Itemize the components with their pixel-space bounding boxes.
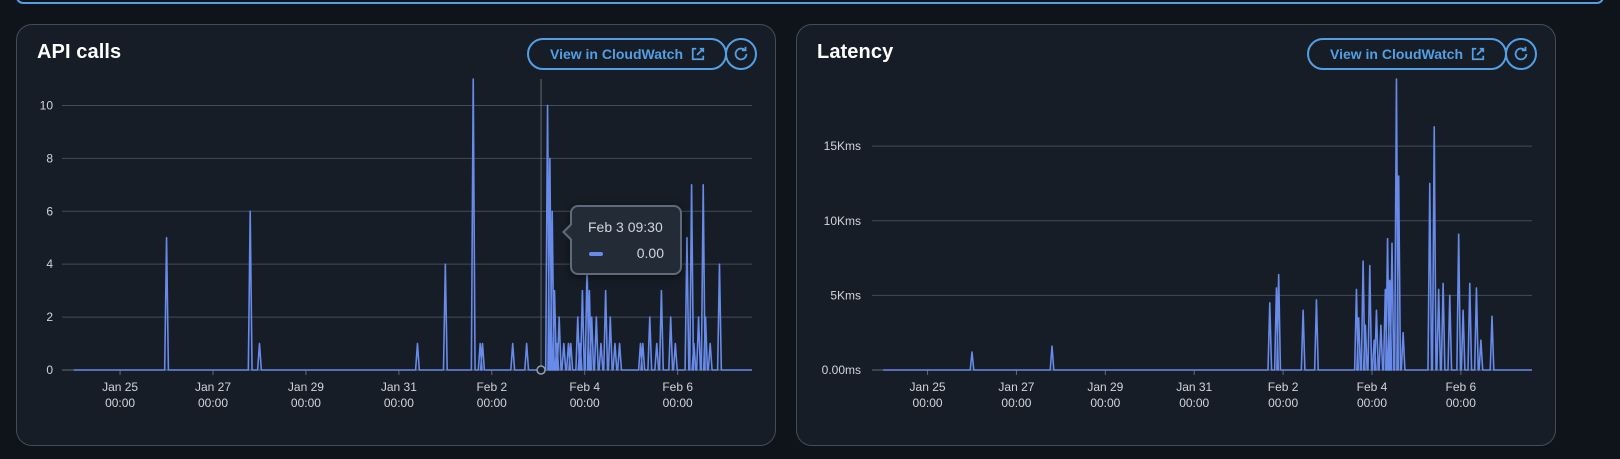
latency-chart: 0.00ms 5Kms 10Kms 15Kms Jan 25 00:00 Jan 27 00:… xyxy=(822,78,1532,410)
panel-title: API calls xyxy=(37,41,122,63)
x-tick-time-label: 00:00 xyxy=(291,396,321,410)
external-link-icon xyxy=(1471,47,1485,61)
x-tick-time-label: 00:00 xyxy=(198,396,228,410)
y-tick-label: 2 xyxy=(46,310,53,324)
refresh-button[interactable] xyxy=(725,38,757,70)
tooltip-timestamp: Feb 3 09:30 xyxy=(588,219,663,235)
x-tick-time-label: 00:00 xyxy=(477,396,507,410)
view-in-cloudwatch-button[interactable]: View in CloudWatch xyxy=(1307,38,1508,70)
x-tick-time-label: 00:00 xyxy=(1090,396,1120,410)
button-label: View in CloudWatch xyxy=(1330,46,1464,62)
x-tick-label: Jan 31 xyxy=(381,380,417,394)
previous-panel-border xyxy=(16,0,1604,4)
tooltip-value: 0.00 xyxy=(636,245,664,261)
y-tick-label: 0 xyxy=(46,363,53,377)
y-tick-label: 10Kms xyxy=(824,214,861,228)
x-tick-time-label: 00:00 xyxy=(570,396,600,410)
external-link-icon xyxy=(691,47,705,61)
x-tick-time-label: 00:00 xyxy=(384,396,414,410)
y-tick-label: 15Kms xyxy=(824,139,861,153)
x-tick-label: Feb 6 xyxy=(1446,380,1477,394)
x-tick-label: Feb 4 xyxy=(1357,380,1388,394)
x-tick-label: Jan 27 xyxy=(998,380,1034,394)
x-tick-time-label: 00:00 xyxy=(105,396,135,410)
panel-title: Latency xyxy=(817,41,894,63)
x-tick-time-label: 00:00 xyxy=(1446,396,1476,410)
x-tick-label: Jan 25 xyxy=(910,380,946,394)
x-tick-label: Jan 27 xyxy=(195,380,231,394)
y-tick-label: 8 xyxy=(46,151,53,165)
y-tick-label: 4 xyxy=(46,257,53,271)
x-tick-time-label: 00:00 xyxy=(913,396,943,410)
x-tick-label: Jan 31 xyxy=(1176,380,1212,394)
x-tick-label: Feb 2 xyxy=(476,380,507,394)
x-tick-time-label: 00:00 xyxy=(1001,396,1031,410)
x-tick-time-label: 00:00 xyxy=(1179,396,1209,410)
api-calls-chart: 0 2 4 6 8 10 Jan 25 00:00 Jan 27 00:00 Jan 29 00:00… xyxy=(40,78,752,410)
series-swatch xyxy=(589,252,603,256)
y-tick-label: 6 xyxy=(46,204,53,218)
series-line xyxy=(883,78,1532,371)
x-tick-label: Jan 25 xyxy=(102,380,138,394)
x-tick-label: Jan 29 xyxy=(288,380,324,394)
x-tick-label: Feb 6 xyxy=(662,380,693,394)
latency-panel: Latency View in CloudWatch 0.00ms 5Kms 10K… xyxy=(796,24,1556,446)
y-tick-label: 5Kms xyxy=(830,288,861,302)
refresh-icon xyxy=(734,46,748,61)
chart-tooltip: Feb 3 09:30 0.00 xyxy=(562,205,682,275)
y-tick-label: 10 xyxy=(40,98,54,112)
x-tick-time-label: 00:00 xyxy=(1357,396,1387,410)
y-tick-label: 0.00ms xyxy=(822,363,861,377)
button-label: View in CloudWatch xyxy=(550,46,684,62)
x-tick-label: Feb 2 xyxy=(1268,380,1299,394)
x-tick-label: Jan 29 xyxy=(1087,380,1123,394)
x-tick-time-label: 00:00 xyxy=(1268,396,1298,410)
refresh-icon xyxy=(1514,46,1528,61)
hover-point-marker[interactable] xyxy=(536,365,546,375)
api-calls-panel: API calls View in CloudWatch 0 2 4 6 8 10 Jan … xyxy=(16,24,776,446)
x-tick-label: Feb 4 xyxy=(569,380,600,394)
series-line xyxy=(73,78,752,371)
refresh-button[interactable] xyxy=(1505,38,1537,70)
x-tick-time-label: 00:00 xyxy=(663,396,693,410)
